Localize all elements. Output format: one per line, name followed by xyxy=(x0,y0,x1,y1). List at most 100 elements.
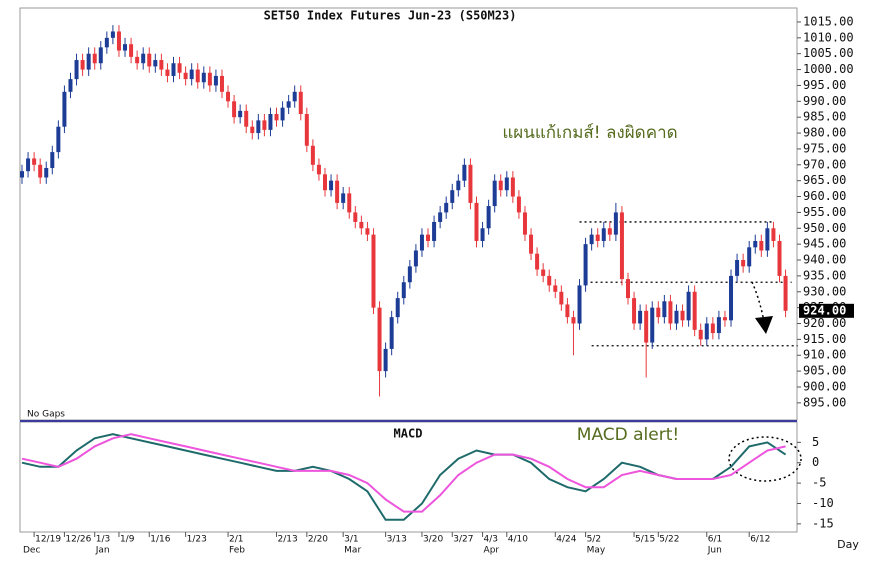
y-tick-label: 1000.00 xyxy=(803,62,854,76)
candle-body xyxy=(662,301,667,318)
annotation: แผนแก้เกมส์! ลงผิดคาด xyxy=(502,123,677,143)
macd-title: MACD xyxy=(394,427,423,441)
y-tick-label: 935.00 xyxy=(803,268,846,282)
candle-body xyxy=(116,31,121,51)
month-label: May xyxy=(587,546,606,556)
candle-body xyxy=(365,228,370,235)
candle-body xyxy=(323,174,327,191)
candle-body xyxy=(213,75,218,86)
x-tick-label: 4/3 xyxy=(484,535,498,545)
x-tick-label: 3/13 xyxy=(387,535,407,545)
candle-body xyxy=(777,240,782,276)
candle-body xyxy=(595,234,600,241)
x-tick-label: 4/10 xyxy=(508,535,528,545)
candle-body xyxy=(607,228,612,235)
y-tick-label: 945.00 xyxy=(803,237,846,251)
candle-body xyxy=(286,101,291,108)
candle-body xyxy=(86,53,91,70)
candle-body xyxy=(123,44,128,51)
candle-body xyxy=(765,228,770,251)
candle-body xyxy=(553,285,558,292)
candle-body xyxy=(147,53,152,67)
x-tick-label: 1/23 xyxy=(187,535,207,545)
x-tick-label: 1/3 xyxy=(96,535,110,545)
y-tick-label: 970.00 xyxy=(803,157,846,171)
y-tick-label: 955.00 xyxy=(803,205,846,219)
candle-body xyxy=(20,171,24,178)
candle-body xyxy=(571,317,576,324)
x-tick-label: 3/27 xyxy=(453,535,473,545)
candle-body xyxy=(226,91,231,102)
macd-annotation: MACD alert! xyxy=(577,425,679,445)
candle-body xyxy=(619,212,624,280)
candle-body xyxy=(450,190,455,203)
x-tick-label: 6/1 xyxy=(708,535,722,545)
candle-body xyxy=(26,158,31,172)
y-tick-label: 975.00 xyxy=(803,141,846,155)
candle-body xyxy=(238,110,243,118)
candle-body xyxy=(722,317,727,321)
arrow-line xyxy=(751,281,765,323)
candle-body xyxy=(783,275,788,311)
candle-body xyxy=(110,31,115,38)
y-tick-label: 900.00 xyxy=(803,379,846,393)
y-tick-label: 905.00 xyxy=(803,364,846,378)
candle-body xyxy=(292,91,297,102)
month-label: Feb xyxy=(229,546,245,556)
candle-body xyxy=(62,91,67,127)
y-tick-label: 0 xyxy=(812,455,819,469)
candle-body xyxy=(692,291,697,330)
y-tick-label: 960.00 xyxy=(803,189,846,203)
candle-body xyxy=(310,145,315,165)
candle-body xyxy=(704,323,709,340)
month-label: Jun xyxy=(707,546,722,556)
candle-body xyxy=(716,317,721,334)
y-tick-label: 920.00 xyxy=(803,316,846,330)
candle-body xyxy=(383,348,388,372)
candle-body xyxy=(353,212,358,222)
candle-body xyxy=(389,317,394,349)
candle-body xyxy=(189,69,194,80)
y-tick-label: 1010.00 xyxy=(803,30,854,44)
month-label: Mar xyxy=(344,546,361,556)
candle-body xyxy=(256,120,261,134)
candle-body xyxy=(159,60,164,70)
candle-body xyxy=(444,202,449,213)
note: No Gaps xyxy=(27,410,65,420)
candle-body xyxy=(68,79,73,92)
candle-body xyxy=(171,63,176,76)
x-tick-label: 12/19 xyxy=(35,535,61,545)
candle-body xyxy=(680,310,685,321)
candle-body xyxy=(413,250,418,267)
candle-body xyxy=(656,307,661,318)
candle-body xyxy=(456,180,461,191)
candle-body xyxy=(522,212,527,235)
last-price-box xyxy=(799,303,854,318)
x-tick-label: 5/15 xyxy=(635,535,655,545)
candle-body xyxy=(401,282,406,299)
candle-body xyxy=(335,180,340,203)
candle-body xyxy=(129,44,134,57)
candle-body xyxy=(668,301,673,324)
candle-body xyxy=(613,212,618,235)
candle-body xyxy=(468,164,473,203)
y-tick-label: 965.00 xyxy=(803,173,846,187)
candle-body xyxy=(577,285,582,324)
candle-body xyxy=(56,126,61,153)
candle-body xyxy=(359,221,364,229)
y-tick-label: 990.00 xyxy=(803,94,846,108)
candle-body xyxy=(759,240,764,251)
candle-body xyxy=(165,69,170,76)
last-price-label: 924.00 xyxy=(803,303,846,317)
candle-body xyxy=(498,180,503,191)
candle-body xyxy=(486,206,491,229)
y-tick-label: 950.00 xyxy=(803,221,846,235)
candle-body xyxy=(686,291,691,321)
candle-body xyxy=(698,329,703,340)
month-label: Apr xyxy=(484,546,500,556)
candle-body xyxy=(153,60,158,67)
candle-body xyxy=(135,56,140,64)
x-tick-label: 2/20 xyxy=(308,535,328,545)
x-tick-label: 12/26 xyxy=(65,535,91,545)
